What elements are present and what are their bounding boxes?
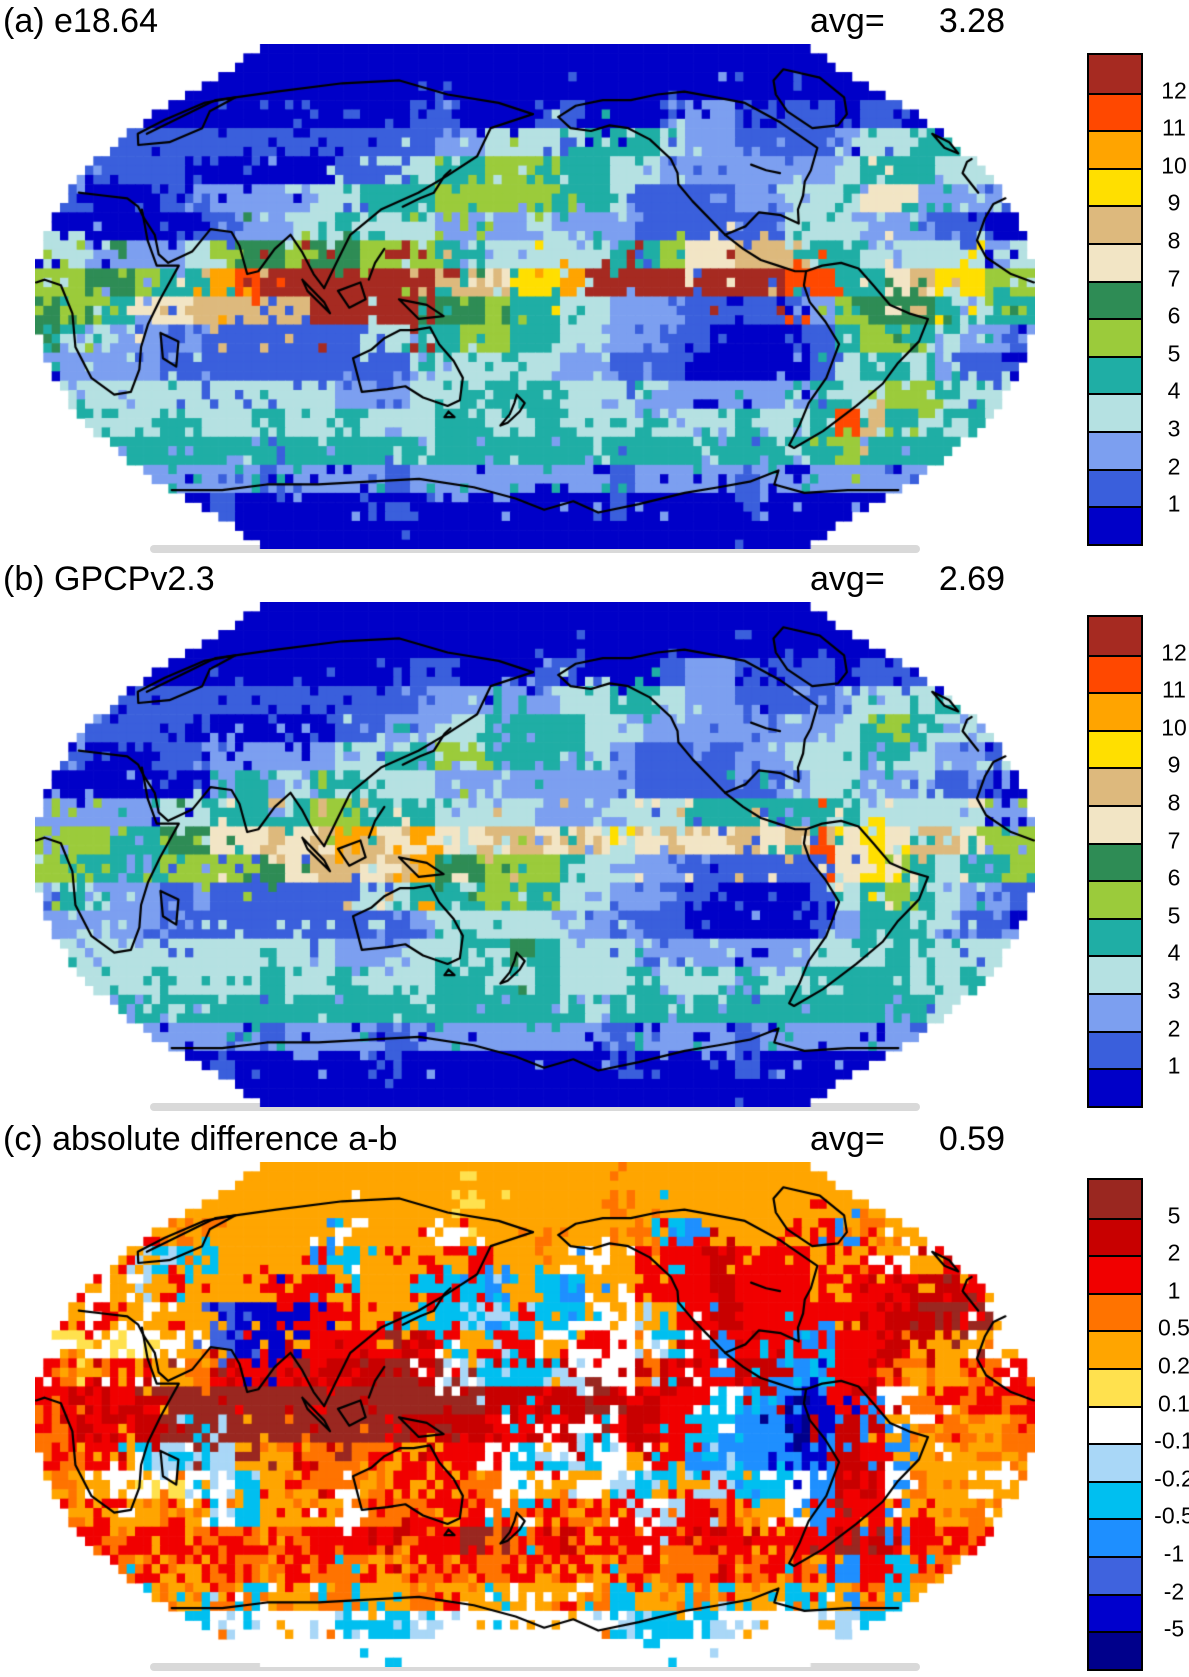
colorbar-cell	[1089, 1180, 1141, 1218]
colorbar-cell	[1089, 1555, 1141, 1594]
colorbar-cell	[1089, 1292, 1141, 1331]
colorbar-tick-label: -2	[1163, 1578, 1185, 1605]
colorbar-tick-label: 5	[1167, 1202, 1181, 1229]
colorbar-tick-label: 7	[1167, 265, 1181, 292]
colorbar-tick-label: 3	[1167, 977, 1181, 1004]
panel-c: (c) absolute difference a-b avg= 0.59 5 2…	[0, 1118, 1189, 1677]
colorbar-cell	[1089, 355, 1141, 394]
colorbar-tick-label: 6	[1167, 302, 1181, 329]
map-shadow	[150, 545, 920, 553]
colorbar-tick-label: 10	[1161, 714, 1187, 741]
map-shadow	[150, 1103, 920, 1111]
colorbar-tick-label: 6	[1167, 864, 1181, 891]
panel-c-avg-value: 0.59	[938, 1120, 1005, 1158]
colorbar-cell	[1089, 1255, 1141, 1293]
panel-b-title: (b) GPCPv2.3	[3, 560, 215, 598]
colorbar-tick-label: 2	[1167, 1015, 1181, 1042]
colorbar-tick-label: 9	[1167, 751, 1181, 778]
colorbar-cell	[1089, 506, 1141, 544]
colorbar-cell	[1089, 130, 1141, 168]
colorbar-cell	[1089, 242, 1141, 281]
colorbar-cell	[1089, 692, 1141, 730]
colorbar-tick-label: 1	[1167, 1277, 1181, 1304]
colorbar-tick-label: 8	[1167, 227, 1181, 254]
colorbar-tick-label: -5	[1163, 1615, 1185, 1642]
colorbar-b	[1087, 615, 1143, 1108]
colorbar-tick-label: -0.5	[1154, 1502, 1189, 1529]
colorbar-tick-label: 5	[1167, 902, 1181, 929]
colorbar-cell	[1089, 1443, 1141, 1481]
colorbar-tick-label: 9	[1167, 189, 1181, 216]
colorbar-cell	[1089, 92, 1141, 131]
colorbar-tick-label: 2	[1167, 453, 1181, 480]
colorbar-cell	[1089, 992, 1141, 1031]
colorbar-cell	[1089, 1405, 1141, 1444]
colorbar-tick-label: -0.1	[1154, 1427, 1189, 1454]
colorbar-tick-label: 2	[1167, 1239, 1181, 1266]
panel-a-avg-label: avg=	[810, 2, 885, 40]
colorbar-cell	[1089, 767, 1141, 805]
colorbar-tick-label: 10	[1161, 152, 1187, 179]
colorbar-cell	[1089, 55, 1141, 93]
colorbar-cell	[1089, 1480, 1141, 1519]
colorbar-tick-label: 0.2	[1158, 1352, 1189, 1379]
colorbar-cell	[1089, 1593, 1141, 1632]
panel-a: (a) e18.64 avg= 3.28 12 11 10 9 8 7 6 5 4 3 2 1	[0, 0, 1189, 558]
colorbar-tick-label: 11	[1162, 114, 1186, 141]
colorbar-tick-label: 1	[1167, 490, 1181, 517]
colorbar-tick-label: -1	[1163, 1540, 1185, 1567]
colorbar-cell	[1089, 804, 1141, 843]
colorbar-cell	[1089, 1631, 1141, 1669]
panel-c-avg-label: avg=	[810, 1120, 885, 1158]
colorbar-tick-label: 8	[1167, 789, 1181, 816]
colorbar-cell	[1089, 1030, 1141, 1069]
colorbar-tick-label: 12	[1161, 639, 1187, 666]
colorbar-cell	[1089, 205, 1141, 243]
colorbar-cell	[1089, 393, 1141, 431]
panel-c-title: (c) absolute difference a-b	[3, 1120, 398, 1158]
panel-a-avg-value: 3.28	[938, 2, 1005, 40]
colorbar-tick-label: 11	[1162, 676, 1186, 703]
colorbar-cell	[1089, 430, 1141, 469]
colorbar-a	[1087, 53, 1143, 546]
colorbar-cell	[1089, 1217, 1141, 1256]
panel-b-avg-value: 2.69	[938, 560, 1005, 598]
colorbar-tick-label: 5	[1167, 340, 1181, 367]
panel-b: (b) GPCPv2.3 avg= 2.69 12 11 10 9 8 7 6 5 4 3 2 1	[0, 558, 1189, 1118]
colorbar-tick-label: 7	[1167, 827, 1181, 854]
colorbar-cell	[1089, 1068, 1141, 1106]
world-map-a	[35, 44, 1035, 549]
colorbar-tick-label: 4	[1167, 939, 1181, 966]
colorbar-cell	[1089, 955, 1141, 993]
colorbar-cell	[1089, 917, 1141, 956]
colorbar-cell	[1089, 318, 1141, 356]
colorbar-tick-label: -0.2	[1154, 1465, 1189, 1492]
colorbar-cell	[1089, 1330, 1141, 1368]
colorbar-tick-label: 0.5	[1158, 1314, 1189, 1341]
colorbar-cell	[1089, 468, 1141, 507]
colorbar-tick-label: 12	[1161, 77, 1187, 104]
panel-a-title: (a) e18.64	[3, 2, 158, 40]
colorbar-cell	[1089, 880, 1141, 918]
colorbar-cell	[1089, 729, 1141, 768]
colorbar-cell	[1089, 1367, 1141, 1406]
world-map-b	[35, 602, 1035, 1107]
colorbar-tick-label: 0.1	[1158, 1390, 1189, 1417]
colorbar-tick-label: 1	[1167, 1052, 1181, 1079]
colorbar-cell	[1089, 617, 1141, 655]
panel-b-avg-label: avg=	[810, 560, 885, 598]
colorbar-cell	[1089, 280, 1141, 319]
colorbar-cell	[1089, 842, 1141, 881]
colorbar-cell	[1089, 654, 1141, 693]
map-shadow	[150, 1663, 920, 1671]
colorbar-tick-label: 3	[1167, 415, 1181, 442]
world-map-c	[35, 1162, 1035, 1667]
colorbar-tick-label: 4	[1167, 377, 1181, 404]
colorbar-c	[1087, 1178, 1143, 1671]
colorbar-cell	[1089, 1518, 1141, 1556]
colorbar-cell	[1089, 167, 1141, 206]
